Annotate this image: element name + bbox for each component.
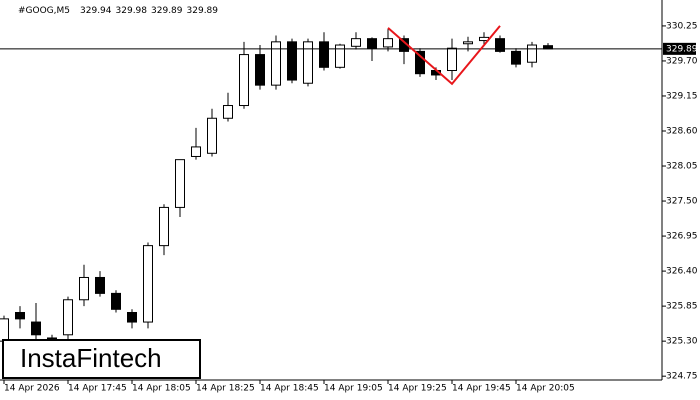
x-tick-label: 14 Apr 2026 xyxy=(4,384,60,394)
y-tick-label: 324.75 xyxy=(666,372,698,382)
header-high: 329.98 xyxy=(116,6,148,16)
x-tick-label: 14 Apr 19:45 xyxy=(452,384,511,394)
x-tick-label: 14 Apr 18:25 xyxy=(196,384,255,394)
y-tick-label: 329.15 xyxy=(666,91,698,101)
candle-body xyxy=(47,337,57,340)
x-tick-label: 14 Apr 20:05 xyxy=(516,384,575,394)
x-tick-label: 14 Apr 19:05 xyxy=(324,384,383,394)
x-tick-label: 14 Apr 18:05 xyxy=(132,384,191,394)
candle-body xyxy=(207,117,217,154)
candle-body xyxy=(223,105,233,119)
candle-body xyxy=(335,44,345,68)
y-tick-label: 329.70 xyxy=(666,56,698,66)
y-tick-label: 328.05 xyxy=(666,162,698,172)
logo-box xyxy=(2,339,201,379)
candle-body xyxy=(175,159,185,208)
candle-body xyxy=(319,41,329,68)
y-tick-label: 330.25 xyxy=(666,21,698,31)
candle-body xyxy=(159,206,169,247)
candle-body xyxy=(63,299,73,336)
x-tick-label: 14 Apr 19:25 xyxy=(388,384,447,394)
price-label-box xyxy=(663,42,696,55)
candle-body xyxy=(271,41,281,86)
candle-body xyxy=(511,50,521,65)
candle-body xyxy=(415,50,425,75)
pattern-line xyxy=(387,25,501,86)
candle-body xyxy=(447,47,457,71)
candle-body xyxy=(383,38,393,48)
candle-body xyxy=(367,38,377,49)
candle-body xyxy=(143,245,153,323)
y-tick-label: 325.85 xyxy=(666,302,698,312)
candle-body xyxy=(351,38,361,47)
header-close: 329.89 xyxy=(187,6,219,16)
candle-body xyxy=(111,292,121,310)
y-tick-label: 326.95 xyxy=(666,232,698,242)
candle-body xyxy=(31,321,41,336)
price-label: 329.89 xyxy=(666,44,698,54)
candle-body xyxy=(95,276,105,294)
chart-header: #GOOG,M5 329.94 329.98 329.89 329.89 xyxy=(18,6,218,16)
x-tick-label: 14 Apr 18:45 xyxy=(260,384,319,394)
candle-body xyxy=(79,276,89,301)
y-tick-label: 325.30 xyxy=(666,337,698,347)
header-low: 329.89 xyxy=(151,6,183,16)
header-open: 329.94 xyxy=(80,6,112,16)
candle-body xyxy=(191,146,201,157)
candle-body xyxy=(303,41,313,84)
candle-body xyxy=(0,318,9,342)
candle-body xyxy=(127,311,137,323)
candle-body xyxy=(527,44,537,63)
y-tick-label: 328.60 xyxy=(666,126,698,136)
candle-body xyxy=(287,41,297,81)
symbol: #GOOG,M5 xyxy=(18,6,70,16)
y-tick-label: 326.40 xyxy=(666,267,698,277)
y-tick-label: 327.50 xyxy=(666,197,698,207)
candle-body xyxy=(239,54,249,107)
x-tick-label: 14 Apr 17:45 xyxy=(68,384,127,394)
candle-body xyxy=(255,54,265,86)
candle-body xyxy=(15,311,25,320)
candle-body xyxy=(495,38,505,52)
logo: InstaFintech xyxy=(20,343,162,373)
candle-body xyxy=(463,41,473,45)
